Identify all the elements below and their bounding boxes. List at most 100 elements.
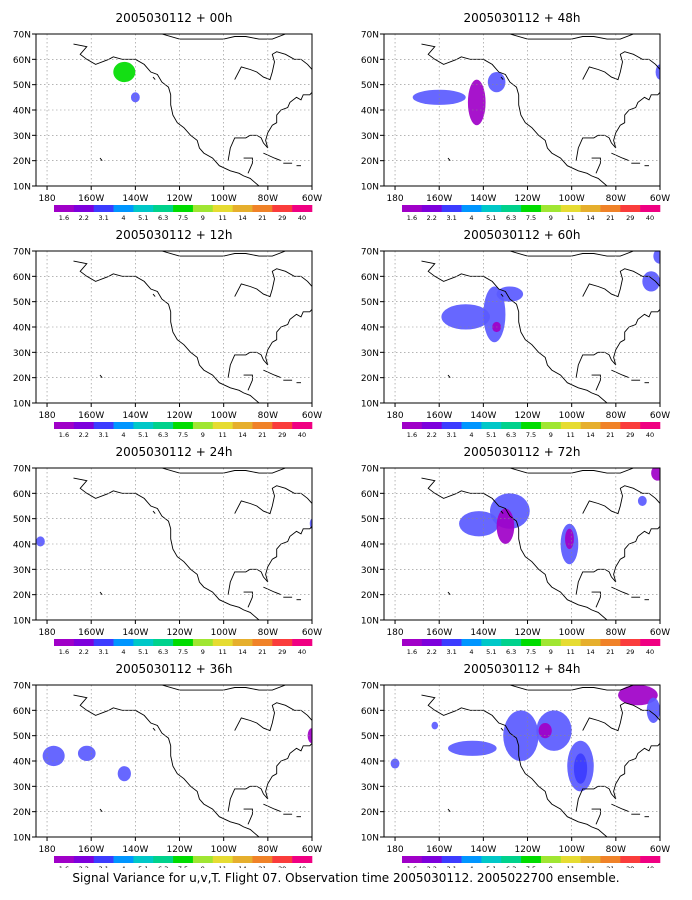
y-tick-label: 50N — [13, 732, 31, 742]
plot-area — [390, 685, 660, 837]
coastline — [421, 685, 634, 691]
colorbar-swatch — [192, 205, 214, 212]
x-tick-label: 120W — [166, 194, 192, 204]
colorbar-swatch — [501, 422, 522, 429]
colorbar-label: 2.2 — [79, 865, 89, 868]
colorbar-swatch — [232, 639, 253, 646]
x-tick-label: 180 — [386, 194, 403, 204]
panels-svg: 2005030112 + 00h 10N 20N 30N 40N 50N 60N 70N 180… — [13, 11, 670, 868]
colorbar-label: 14 — [238, 865, 246, 868]
colorbar-swatch — [192, 422, 214, 429]
signal-region — [536, 710, 572, 751]
plot-area — [73, 34, 312, 186]
colorbar-label: 7.5 — [178, 214, 188, 222]
colorbar-label: 9 — [201, 648, 205, 656]
colorbar-label: 11 — [219, 214, 227, 222]
colorbar-label: 6.3 — [506, 431, 516, 439]
y-tick-label: 40N — [361, 758, 379, 768]
plot-area — [36, 468, 312, 620]
colorbar-swatch — [421, 205, 442, 212]
colorbar-label: 29 — [626, 214, 634, 222]
colorbar-label: 40 — [298, 865, 306, 868]
x-tick-label: 80W — [258, 411, 278, 421]
colorbar-swatch — [501, 205, 522, 212]
colorbar-label: 1.6 — [407, 865, 417, 868]
y-tick-label: 70N — [13, 248, 31, 258]
colorbar-label: 29 — [626, 431, 634, 439]
plot-area — [421, 468, 660, 620]
coastline — [73, 468, 286, 474]
colorbar-label: 7.5 — [526, 431, 536, 439]
colorbar-swatch — [113, 205, 134, 212]
x-tick-label: 100W — [559, 411, 585, 421]
colorbar-label: 6.3 — [158, 648, 168, 656]
coastline — [575, 92, 660, 161]
island — [263, 152, 282, 162]
colorbar-swatch — [252, 639, 273, 646]
panel-title: 2005030112 + 36h — [116, 662, 233, 676]
colorbar-label: 3.1 — [446, 648, 456, 656]
coastline — [227, 526, 312, 595]
colorbar-label: 6.3 — [158, 214, 168, 222]
colorbar-swatch — [292, 422, 313, 429]
colorbar-label: 29 — [626, 648, 634, 656]
colorbar-label: 29 — [626, 865, 634, 868]
colorbar-swatch — [620, 205, 641, 212]
colorbar-swatch — [521, 422, 542, 429]
coastline — [421, 43, 608, 186]
signal-region — [651, 468, 660, 481]
plot-area — [412, 34, 660, 186]
x-tick-label: 120W — [514, 411, 540, 421]
panel-7: 2005030112 + 36h 10N 20N 30N 40N 50N 60N 70N 180… — [13, 662, 322, 868]
colorbar-swatch — [173, 856, 194, 863]
colorbar-swatch — [620, 422, 641, 429]
colorbar-swatch — [540, 639, 562, 646]
colorbar-label: 40 — [646, 431, 654, 439]
x-tick-label: 100W — [559, 845, 585, 855]
signal-region — [77, 745, 96, 762]
colorbar-label: 11 — [219, 431, 227, 439]
x-tick-label: 60W — [302, 411, 322, 421]
signal-region — [496, 508, 515, 544]
colorbar-label: 2.2 — [427, 214, 437, 222]
colorbar-swatch — [252, 856, 273, 863]
colorbar-swatch — [521, 856, 542, 863]
island — [611, 803, 630, 813]
x-tick-label: 100W — [211, 194, 237, 204]
colorbar-label: 5.1 — [138, 648, 148, 656]
y-tick-label: 40N — [13, 324, 31, 334]
y-tick-label: 40N — [13, 541, 31, 551]
island — [447, 157, 451, 161]
colorbar-label: 40 — [298, 214, 306, 222]
colorbar-label: 29 — [278, 431, 286, 439]
y-tick-label: 10N — [361, 834, 379, 844]
colorbar-label: 14 — [586, 431, 594, 439]
colorbar-label: 21 — [258, 214, 266, 222]
colorbar-label: 21 — [606, 865, 614, 868]
colorbar-label: 2.2 — [427, 648, 437, 656]
coastline — [421, 251, 634, 257]
colorbar-swatch — [153, 639, 174, 646]
x-tick-label: 160W — [78, 411, 104, 421]
island — [447, 591, 451, 595]
colorbar-swatch — [461, 205, 482, 212]
y-tick-label: 60N — [13, 707, 31, 717]
coastline — [227, 743, 312, 812]
panel-title: 2005030112 + 84h — [464, 662, 581, 676]
colorbar-label: 29 — [278, 865, 286, 868]
y-tick-label: 40N — [13, 107, 31, 117]
coastline — [421, 694, 608, 837]
y-tick-label: 30N — [361, 783, 379, 793]
colorbar-swatch — [421, 856, 442, 863]
colorbar-label: 5.1 — [486, 214, 496, 222]
colorbar-swatch — [481, 422, 502, 429]
y-tick-label: 40N — [13, 758, 31, 768]
colorbar-label: 14 — [238, 648, 246, 656]
colorbar-label: 4 — [469, 214, 473, 222]
y-tick-label: 20N — [13, 157, 31, 167]
x-tick-label: 140W — [122, 628, 148, 638]
panel-title: 2005030112 + 72h — [464, 445, 581, 459]
colorbar-label: 29 — [278, 648, 286, 656]
colorbar-swatch — [620, 639, 641, 646]
signal-region — [618, 685, 658, 706]
